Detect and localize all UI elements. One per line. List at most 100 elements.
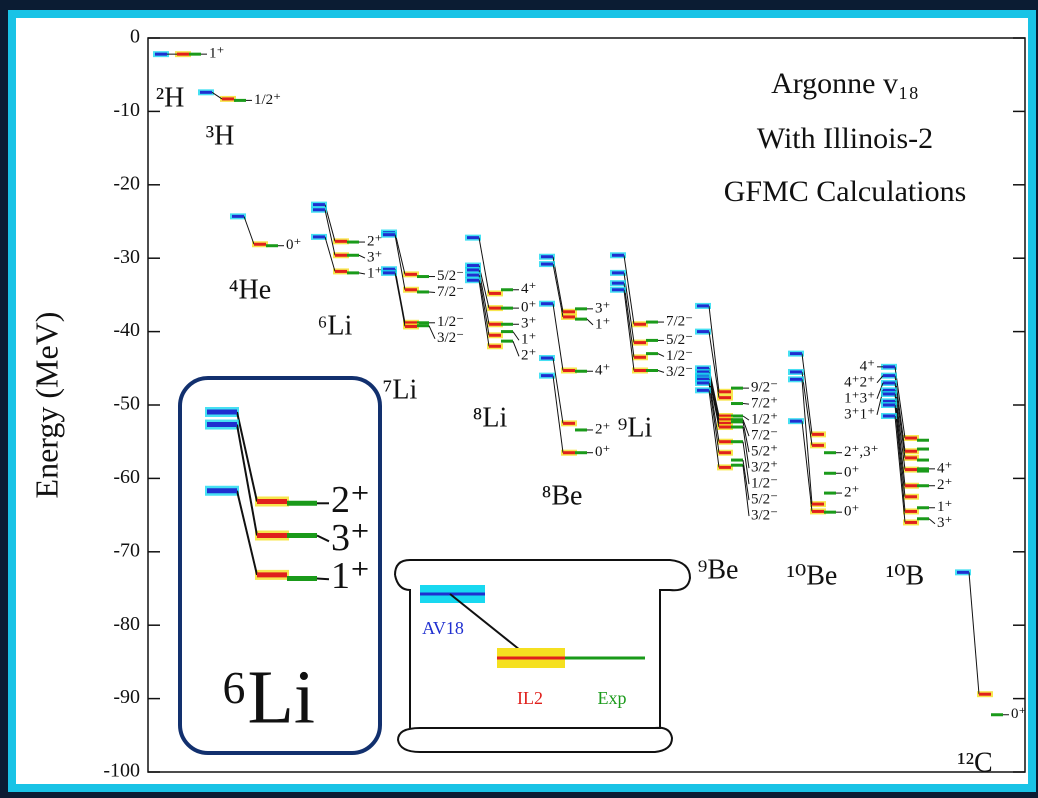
connector bbox=[236, 490, 258, 576]
connector bbox=[801, 353, 813, 435]
annotation: GFMC Calculations bbox=[724, 175, 967, 208]
connector bbox=[894, 393, 906, 486]
level-label: 4⁺ bbox=[521, 281, 536, 297]
level-label: 3/2⁻ bbox=[666, 364, 693, 380]
leader bbox=[657, 353, 665, 357]
connector bbox=[478, 275, 490, 336]
nucleus-label: ⁸Li bbox=[473, 402, 508, 433]
nucleus-label: ⁶Li bbox=[318, 310, 353, 341]
connector bbox=[623, 283, 635, 358]
connector bbox=[394, 232, 406, 275]
connector bbox=[552, 263, 564, 318]
connector bbox=[708, 305, 720, 392]
legend-av18: AV18 bbox=[422, 618, 464, 638]
y-tick-label: -80 bbox=[113, 613, 140, 635]
level-label: 4⁺ bbox=[595, 363, 610, 379]
level-label: 1/2⁻ bbox=[751, 476, 778, 492]
nucleus-label: ¹⁰Be bbox=[787, 560, 838, 591]
level-label: 3⁺ bbox=[937, 515, 952, 531]
level-label: 1⁺ bbox=[521, 332, 536, 348]
level-label: 0⁺ bbox=[1011, 706, 1026, 722]
connector bbox=[236, 424, 258, 536]
level-label: 2⁺ bbox=[937, 477, 952, 493]
leader bbox=[512, 331, 520, 341]
level-label: 2⁺ bbox=[521, 348, 536, 364]
level-label: 3/2⁺ bbox=[751, 460, 778, 476]
level-label: 2⁺ bbox=[844, 485, 859, 501]
level-label: 1⁺ bbox=[595, 316, 610, 332]
connector bbox=[894, 366, 906, 439]
leader bbox=[512, 340, 520, 357]
leader bbox=[742, 459, 750, 501]
y-tick-label: -40 bbox=[113, 319, 140, 341]
level-label: 0⁺ bbox=[844, 504, 859, 520]
level-label: 1⁺3⁺ bbox=[844, 390, 875, 406]
connector bbox=[236, 411, 258, 502]
level-label: 7/2⁻ bbox=[751, 428, 778, 444]
y-tick-label: -60 bbox=[113, 466, 140, 488]
leader bbox=[358, 254, 366, 259]
y-tick-label: -30 bbox=[113, 246, 140, 268]
y-tick-label: -20 bbox=[113, 172, 140, 194]
level-label: 1/2⁺ bbox=[751, 412, 778, 428]
level-label: 3/2⁻ bbox=[437, 330, 464, 346]
connector bbox=[324, 209, 336, 256]
y-axis-label: Energy (MeV) bbox=[28, 312, 64, 499]
inset-level-label: 3⁺ bbox=[331, 517, 370, 559]
level-label: 0⁺ bbox=[844, 465, 859, 481]
connector bbox=[243, 216, 255, 245]
connector bbox=[478, 280, 490, 347]
connector bbox=[552, 303, 564, 371]
leader bbox=[742, 419, 750, 437]
leader bbox=[742, 415, 750, 421]
level-label: 2⁺,3⁺ bbox=[844, 444, 879, 460]
level-label: 4⁺2⁺ bbox=[844, 374, 875, 390]
level-label: 1/2⁻ bbox=[666, 348, 693, 364]
connector bbox=[708, 331, 720, 398]
legend-connector bbox=[449, 593, 531, 659]
connector bbox=[552, 357, 564, 424]
nucleus-label: ³H bbox=[206, 120, 235, 151]
level-label: 3⁺ bbox=[595, 300, 610, 316]
y-tick-label: -10 bbox=[113, 99, 140, 121]
connector bbox=[552, 375, 564, 453]
nucleus-label: ⁷Li bbox=[383, 374, 418, 405]
level-label: 5/2⁻ bbox=[437, 268, 464, 284]
inset-nucleus-label: ⁶Li bbox=[221, 655, 315, 739]
leader bbox=[928, 518, 936, 525]
leader bbox=[358, 272, 366, 275]
legend-il2: IL2 bbox=[517, 688, 543, 708]
leader bbox=[742, 441, 750, 485]
leader bbox=[657, 370, 665, 373]
leader bbox=[316, 534, 330, 543]
leader bbox=[316, 577, 330, 581]
level-label: 4⁺ bbox=[860, 358, 875, 374]
level-label: 1/2⁻ bbox=[437, 314, 464, 330]
leader bbox=[586, 318, 594, 326]
annotation: Argonne v₁₈ bbox=[771, 67, 919, 100]
leader bbox=[742, 426, 750, 469]
nucleus-label: ¹²C bbox=[957, 747, 992, 778]
level-label: 7/2⁻ bbox=[437, 284, 464, 300]
scroll-edge bbox=[394, 574, 411, 728]
level-label: 3⁺1⁺ bbox=[844, 406, 875, 422]
y-tick-label: -90 bbox=[113, 686, 140, 708]
y-tick-label: 0 bbox=[130, 26, 140, 48]
leader bbox=[428, 325, 436, 340]
connector bbox=[968, 572, 980, 695]
level-label: 0⁺ bbox=[521, 300, 536, 316]
connector bbox=[801, 379, 813, 505]
leader bbox=[742, 421, 750, 453]
nucleus-label: ⁹Li bbox=[618, 412, 653, 443]
leader bbox=[428, 291, 436, 294]
nucleus-label: ⁸Be bbox=[542, 480, 583, 511]
y-tick-label: -50 bbox=[113, 393, 140, 415]
connector bbox=[894, 404, 906, 512]
level-label: 1/2⁺ bbox=[254, 92, 281, 108]
annotation: With Illinois-2 bbox=[757, 122, 933, 155]
leader bbox=[742, 465, 750, 517]
nucleus-label: ²H bbox=[156, 82, 185, 113]
level-label: 3/2⁻ bbox=[751, 508, 778, 524]
level-label: 7/2⁺ bbox=[751, 396, 778, 412]
connector bbox=[394, 272, 406, 327]
